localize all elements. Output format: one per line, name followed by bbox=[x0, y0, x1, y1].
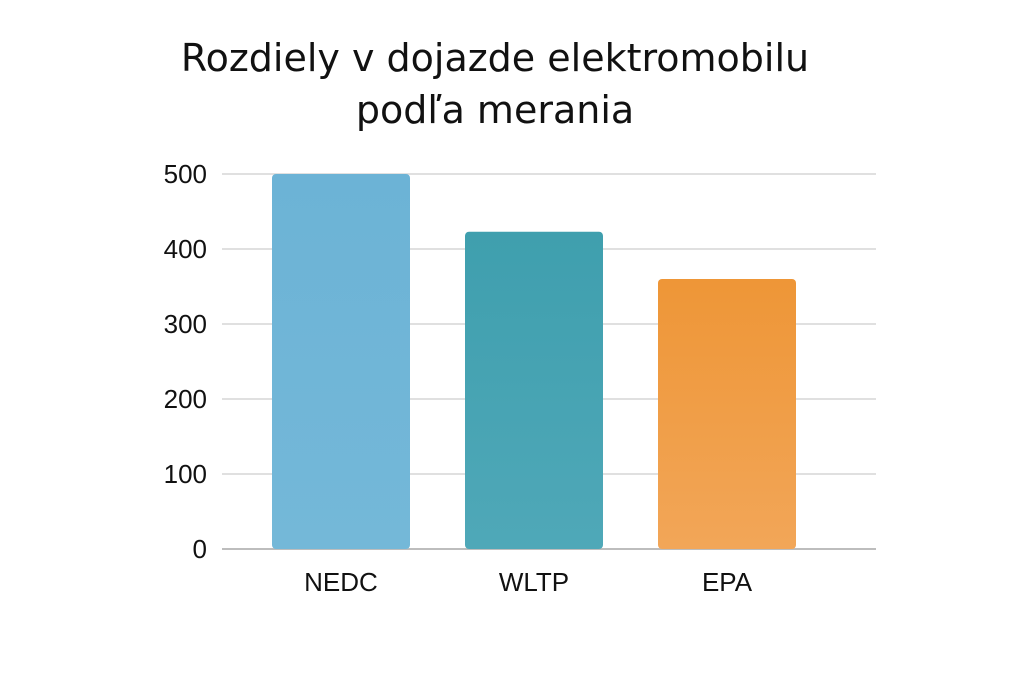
x-tick-label-wltp: WLTP bbox=[499, 567, 569, 597]
x-tick-label-epa: EPA bbox=[702, 567, 753, 597]
y-tick-label: 100 bbox=[164, 459, 207, 489]
chart-title-line-1: Rozdiely v dojazde elektromobilu bbox=[180, 36, 810, 80]
bar-epa bbox=[658, 279, 796, 549]
y-tick-label: 500 bbox=[164, 159, 207, 189]
x-tick-label-nedc: NEDC bbox=[304, 567, 378, 597]
bar-wltp bbox=[465, 231, 603, 549]
bar-nedc bbox=[272, 174, 410, 549]
x-axis: NEDC WLTP EPA bbox=[304, 567, 753, 597]
bars bbox=[272, 174, 796, 549]
chart-title: Rozdiely v dojazde elektromobilu podľa m… bbox=[0, 32, 990, 136]
y-tick-label: 300 bbox=[164, 309, 207, 339]
chart-title-line-2: podľa merania bbox=[355, 88, 635, 132]
y-tick-label: 400 bbox=[164, 234, 207, 264]
y-tick-label: 0 bbox=[193, 534, 207, 564]
y-tick-label: 200 bbox=[164, 384, 207, 414]
y-axis: 0 100 200 300 400 500 bbox=[164, 159, 207, 564]
